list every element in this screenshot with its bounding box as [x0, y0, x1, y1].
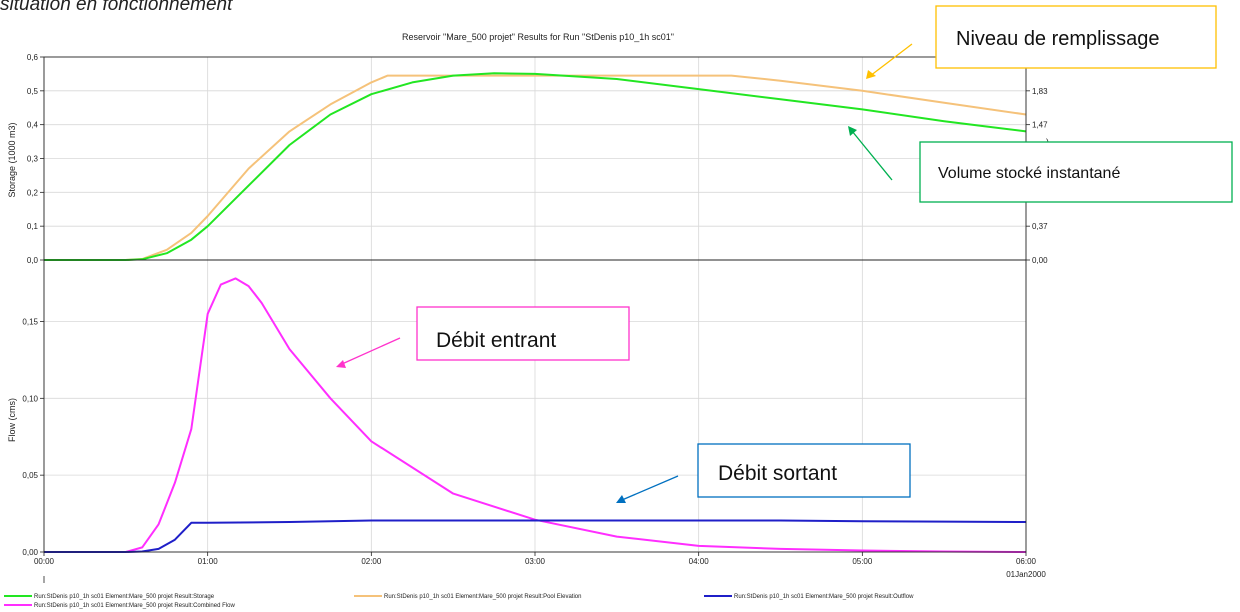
- chart-title: Reservoir "Mare_500 projet" Results for …: [402, 32, 674, 42]
- top-y-tick-label: 0,2: [27, 188, 39, 197]
- top-y-tick-label: 0,4: [27, 121, 39, 130]
- annotation-arrow-shaft: [869, 43, 913, 77]
- x-tick-label: 00:00: [34, 557, 55, 566]
- top-y-axis-label: Storage (1000 m3): [7, 122, 17, 197]
- arrowhead-icon: [866, 70, 876, 79]
- annotation-label: Débit entrant: [436, 329, 556, 352]
- legend-label-combined-flow: Run:StDenis p10_1h sc01 Element:Mare_500…: [34, 603, 235, 609]
- x-axis-date-label: 01Jan2000: [1006, 570, 1046, 579]
- legend-label-pool-elevation: Run:StDenis p10_1h sc01 Element:Mare_500…: [384, 594, 581, 600]
- x-tick-label: 03:00: [525, 557, 546, 566]
- annotation-label: Débit sortant: [718, 462, 837, 485]
- annotation-label: Niveau de remplissage: [956, 28, 1159, 50]
- x-tick-label: 05:00: [852, 557, 873, 566]
- annotation-arrow-shaft: [341, 337, 401, 365]
- annotation-label: Volume stocké instantané: [938, 165, 1120, 182]
- series-line-combined-flow: [44, 277, 1027, 553]
- bottom-y-tick-label: 0,10: [22, 394, 38, 403]
- bottom-y-tick-label: 0,05: [22, 471, 38, 480]
- arrowhead-icon: [616, 495, 626, 503]
- bottom-y-tick-label: 0,15: [22, 317, 38, 326]
- arrowhead-icon: [336, 360, 346, 368]
- legend-label-storage: Run:StDenis p10_1h sc01 Element:Mare_500…: [34, 594, 215, 600]
- page-caption: situation en fonctionnement: [0, 0, 233, 15]
- top-panel-series: [44, 72, 1027, 261]
- x-tick-label: 04:00: [689, 557, 710, 566]
- x-tick-label: 01:00: [198, 557, 219, 566]
- x-tick-label: 02:00: [361, 557, 382, 566]
- annotation-volume-stocke: Volume stocké instantané: [848, 126, 1233, 203]
- right-y-tick-label: 0,00: [1032, 256, 1048, 265]
- annotation-debit-entrant: Débit entrant: [336, 306, 630, 368]
- annotation-debit-sortant: Débit sortant: [616, 443, 911, 503]
- annotation-arrow-shaft: [621, 475, 679, 501]
- bottom-panel-series: [44, 277, 1027, 553]
- right-y-tick-label: 1,83: [1032, 87, 1048, 96]
- top-y-tick-label: 0,3: [27, 155, 39, 164]
- right-y-tick-label: 1,47: [1032, 121, 1048, 130]
- top-y-tick-label: 0,1: [27, 222, 39, 231]
- top-y-tick-label: 0,5: [27, 87, 39, 96]
- series-line-outflow: [44, 519, 1027, 553]
- bottom-panel-frame: [43, 259, 1027, 553]
- legend: Run:StDenis p10_1h sc01 Element:Mare_500…: [4, 594, 914, 609]
- x-tick-label: 06:00: [1016, 557, 1037, 566]
- top-y-tick-label: 0,0: [27, 256, 39, 265]
- series-line-pool-elevation: [44, 74, 1027, 261]
- right-y-tick-label: 0,37: [1032, 222, 1048, 231]
- top-y-tick-label: 0,6: [27, 53, 39, 62]
- arrowhead-icon: [848, 126, 857, 136]
- legend-label-outflow: Run:StDenis p10_1h sc01 Element:Mare_500…: [734, 594, 914, 600]
- axes: 00:00 01:00 02:00 03:00 04:00 05:00 06:00 0,0 0,…: [22, 53, 1048, 566]
- annotation-arrow-shaft: [851, 130, 893, 181]
- bottom-y-axis-label: Flow (cms): [7, 398, 17, 442]
- series-line-storage: [44, 72, 1027, 261]
- annotation-niveau-de-remplissage: Niveau de remplissage: [866, 5, 1217, 79]
- bottom-y-tick-label: 0,00: [22, 548, 38, 557]
